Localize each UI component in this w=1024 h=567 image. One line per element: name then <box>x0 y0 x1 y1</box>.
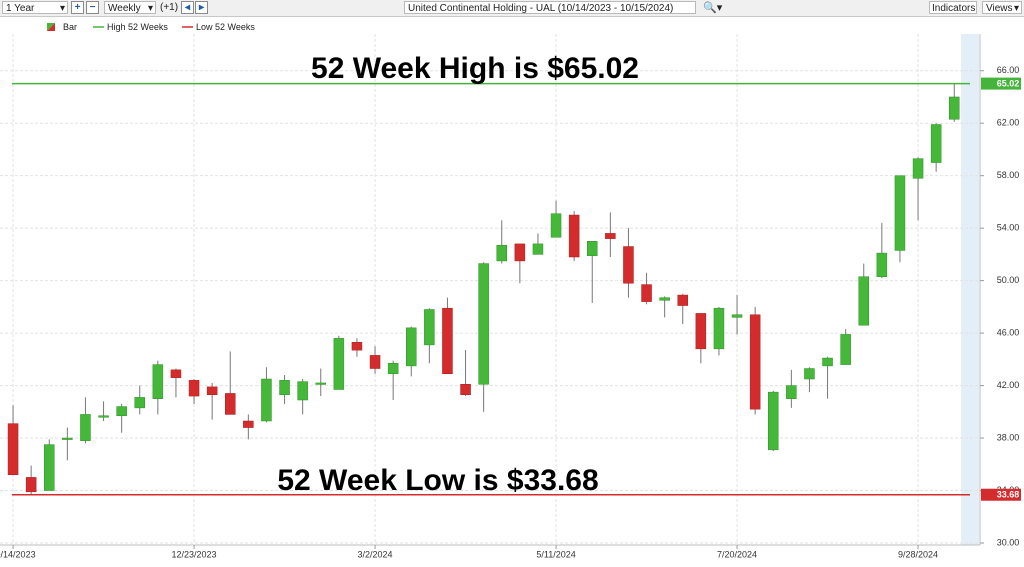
legend-label: Low 52 Weeks <box>196 22 255 32</box>
y-tick-label: 58.00 <box>997 170 1020 180</box>
y-tick-label: 42.00 <box>997 380 1020 390</box>
candle-body <box>424 309 435 346</box>
candle-body <box>587 241 598 256</box>
candle-body <box>840 334 851 365</box>
symbol-input[interactable]: United Continental Holding - UAL (10/14/… <box>404 1 696 14</box>
candle-body <box>297 381 308 401</box>
candle-body <box>695 313 707 350</box>
candle-body <box>188 380 200 397</box>
legend-label: High 52 Weeks <box>107 22 168 32</box>
candle-body <box>514 243 526 262</box>
offset-label: (+1) <box>160 2 179 13</box>
candle-body <box>749 314 761 410</box>
x-tick-label: 9/28/2024 <box>898 549 938 559</box>
candle-body <box>876 252 888 277</box>
candle-body <box>333 338 345 390</box>
candle-body <box>930 124 942 163</box>
candle-body <box>25 477 37 493</box>
candle-body <box>279 380 290 396</box>
x-tick-label: 7/20/2024 <box>717 549 757 559</box>
candle-body <box>315 382 326 385</box>
candle-body <box>442 307 453 375</box>
candle-body <box>568 214 580 258</box>
price-label-box <box>981 488 1021 501</box>
x-tick-label: 10/14/2023 <box>0 549 36 559</box>
price-label: 33.68 <box>997 490 1020 500</box>
candle-body <box>731 314 743 318</box>
candle-body <box>949 96 960 120</box>
search-button[interactable]: 🔍▾ <box>703 2 723 14</box>
step-forward-button[interactable]: ▸ <box>195 1 208 14</box>
candle-body <box>822 357 833 367</box>
x-tick-label: 5/11/2024 <box>536 549 575 559</box>
candle-body <box>478 263 489 385</box>
zoom-in-button[interactable]: + <box>71 1 84 14</box>
indicators-button[interactable]: Indicators <box>929 1 977 14</box>
candle-body <box>98 415 109 418</box>
candle-body <box>677 294 688 306</box>
candle-body <box>605 233 616 239</box>
views-button[interactable]: Views ▾ <box>982 1 1022 14</box>
candle-body <box>532 243 544 255</box>
candle-body <box>786 385 797 399</box>
interval-select[interactable]: Weekly ▾ <box>104 1 156 14</box>
candle-body <box>170 369 182 378</box>
candle-body <box>496 244 507 262</box>
candle-body <box>768 391 779 451</box>
candle-body <box>804 368 815 380</box>
candle-body <box>858 276 869 326</box>
price-label: 65.02 <box>997 78 1020 88</box>
candle-body <box>243 420 254 428</box>
candle-body <box>351 342 363 351</box>
chart-background <box>0 17 1024 567</box>
candle-body <box>44 444 55 491</box>
candle-body <box>369 355 381 369</box>
candle-body <box>206 386 218 396</box>
step-back-button[interactable]: ◂ <box>181 1 194 14</box>
y-tick-label: 66.00 <box>997 65 1020 75</box>
current-period-highlight <box>961 34 979 545</box>
candle-body <box>894 175 906 251</box>
legend-icon <box>47 23 55 31</box>
toolbar: 1 Year ▾ + − Weekly ▾ (+1) ◂ ▸ United Cont… <box>0 0 1024 17</box>
x-tick-label: 3/2/2024 <box>358 549 393 559</box>
legend-label: Bar <box>63 22 77 32</box>
y-tick-label: 30.00 <box>997 537 1020 547</box>
y-tick-label: 38.00 <box>997 432 1020 442</box>
candle-body <box>62 437 73 440</box>
candle-body <box>152 364 164 399</box>
candle-body <box>225 393 236 415</box>
candle-body <box>550 213 562 238</box>
y-tick-label: 54.00 <box>997 223 1020 233</box>
y-tick-label: 62.00 <box>997 118 1020 128</box>
candle-body <box>912 158 924 179</box>
candle-body <box>7 423 19 476</box>
candle-body <box>641 284 652 302</box>
candle-body <box>460 384 471 396</box>
y-tick-label: 50.00 <box>997 275 1020 285</box>
y-tick-label: 46.00 <box>997 327 1020 337</box>
candle-body <box>116 406 127 417</box>
candle-body <box>261 378 272 422</box>
zoom-out-button[interactable]: − <box>86 1 99 14</box>
candle-body <box>406 327 417 367</box>
candle-body <box>80 414 91 441</box>
candle-body <box>713 307 725 350</box>
candle-body <box>134 397 145 409</box>
candle-body <box>387 363 399 375</box>
period-select[interactable]: 1 Year ▾ <box>2 1 68 14</box>
candle-body <box>623 246 634 284</box>
price-label-box <box>981 77 1021 90</box>
annotation: 52 Week Low is $33.68 <box>277 464 598 497</box>
x-tick-label: 12/23/2023 <box>172 549 217 559</box>
annotation: 52 Week High is $65.02 <box>311 52 639 85</box>
candle-body <box>659 297 670 301</box>
